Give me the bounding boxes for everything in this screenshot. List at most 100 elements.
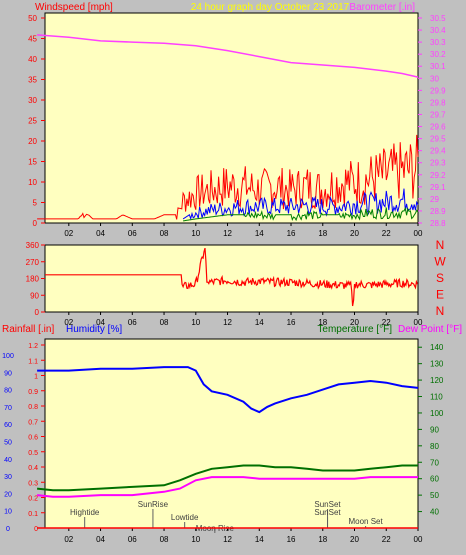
direction-tick-label: 90 bbox=[30, 291, 39, 300]
barometer-tick-label: 30.3 bbox=[430, 38, 446, 47]
direction-tick-label: 0 bbox=[35, 308, 40, 317]
x-tick-label: 00 bbox=[414, 229, 423, 238]
barometer-tick-label: 29.1 bbox=[430, 183, 446, 192]
barometer-label: Barometer [.in] bbox=[349, 2, 415, 13]
dewpoint-line bbox=[36, 476, 418, 498]
x-tick-label: 12 bbox=[223, 318, 232, 327]
temperature-tick-label: 40 bbox=[430, 508, 439, 517]
x-tick-label: 04 bbox=[96, 535, 105, 544]
rainfall-tick-label: 0.3 bbox=[28, 480, 38, 487]
rainfall-tick-label: 0.7 bbox=[28, 419, 38, 426]
wind-tick-label: 20 bbox=[28, 137, 37, 146]
x-tick-label: 16 bbox=[287, 229, 296, 238]
humidity-tick-label: 60 bbox=[4, 422, 12, 429]
rainfall-tick-label: 1.2 bbox=[28, 343, 38, 350]
wind-tick-label: 0 bbox=[33, 219, 38, 228]
humidity-tick-label: 20 bbox=[4, 491, 12, 498]
rainfall-tick-label: 0.6 bbox=[28, 435, 38, 442]
wind-plot-area bbox=[44, 12, 419, 224]
rainfall-tick-label: 1 bbox=[34, 374, 38, 381]
barometer-tick-label: 29.2 bbox=[430, 171, 446, 180]
x-tick-label: 16 bbox=[287, 318, 296, 327]
compass-label: S bbox=[436, 271, 444, 285]
wind-avg-line bbox=[182, 188, 419, 221]
barometer-tick-label: 28.9 bbox=[430, 207, 446, 216]
direction-tick-label: 270 bbox=[26, 258, 40, 267]
temperature-label: Temperature [°F] bbox=[317, 324, 392, 335]
temperature-tick-label: 110 bbox=[430, 393, 443, 402]
compass-label: N bbox=[436, 238, 445, 252]
barometer-tick-label: 29.5 bbox=[430, 135, 446, 144]
temperature-tick-label: 50 bbox=[430, 491, 439, 500]
humidity-tick-label: 30 bbox=[4, 474, 12, 481]
rainfall-tick-label: 0.1 bbox=[28, 511, 38, 518]
rainfall-tick-label: 0.2 bbox=[28, 496, 38, 503]
direction-tick-label: 360 bbox=[26, 241, 40, 250]
x-tick-label: 18 bbox=[318, 535, 327, 544]
barometer-tick-label: 30.4 bbox=[430, 26, 446, 35]
wind-tick-label: 35 bbox=[28, 76, 37, 85]
wind-tick-label: 30 bbox=[28, 96, 37, 105]
barometer-tick-label: 28.8 bbox=[430, 219, 446, 228]
wind-tick-label: 5 bbox=[33, 199, 38, 208]
wind-tick-label: 50 bbox=[28, 14, 37, 23]
temperature-tick-label: 120 bbox=[430, 376, 444, 385]
annotation-label: SunSet bbox=[314, 500, 341, 509]
barometer-tick-label: 30 bbox=[430, 74, 439, 83]
x-tick-label: 06 bbox=[128, 535, 137, 544]
x-tick-label: 10 bbox=[191, 229, 200, 238]
wind-direction-line bbox=[45, 247, 418, 307]
rainfall-tick-label: 0.5 bbox=[28, 450, 38, 457]
wind-tick-label: 15 bbox=[28, 158, 37, 167]
x-tick-label: 04 bbox=[96, 318, 105, 327]
humidity-line bbox=[37, 366, 419, 414]
x-tick-label: 06 bbox=[128, 229, 137, 238]
wind-tick-label: 45 bbox=[28, 35, 37, 44]
x-tick-label: 22 bbox=[382, 535, 391, 544]
annotation-label: Lowtide bbox=[171, 513, 199, 522]
barometer-tick-label: 29 bbox=[430, 195, 439, 204]
x-tick-label: 20 bbox=[350, 535, 359, 544]
rainfall-tick-label: 0.4 bbox=[28, 465, 38, 472]
x-tick-label: 08 bbox=[160, 229, 169, 238]
x-tick-label: 04 bbox=[96, 229, 105, 238]
barometer-line bbox=[37, 34, 419, 78]
wind-gust-line bbox=[37, 134, 419, 220]
rainfall-tick-label: 1.1 bbox=[28, 358, 38, 365]
x-tick-label: 08 bbox=[160, 535, 169, 544]
annotation-label: SunSet bbox=[314, 508, 341, 517]
temperature-tick-label: 130 bbox=[430, 360, 444, 369]
humidity-tick-label: 100 bbox=[2, 353, 14, 360]
barometer-tick-label: 30.1 bbox=[430, 62, 446, 71]
rainfall-label: Rainfall [.in] bbox=[2, 324, 54, 335]
compass-label: N bbox=[436, 304, 445, 318]
x-tick-label: 14 bbox=[255, 318, 264, 327]
x-tick-label: 06 bbox=[128, 318, 137, 327]
x-tick-label: 10 bbox=[191, 535, 200, 544]
humidity-tick-label: 90 bbox=[4, 370, 12, 377]
compass-label: W bbox=[434, 255, 446, 269]
x-tick-label: 10 bbox=[191, 318, 200, 327]
compass-label: E bbox=[436, 288, 444, 302]
x-tick-label: 20 bbox=[350, 229, 359, 238]
wind-low-line bbox=[183, 206, 419, 222]
wind-tick-label: 40 bbox=[28, 55, 37, 64]
wind-tick-label: 25 bbox=[28, 117, 37, 126]
x-tick-label: 16 bbox=[287, 535, 296, 544]
humidity-tick-label: 50 bbox=[4, 440, 12, 447]
x-tick-label: 14 bbox=[255, 229, 264, 238]
annotation-label: Moon Set bbox=[348, 517, 383, 526]
humidity-tick-label: 80 bbox=[4, 388, 12, 395]
barometer-tick-label: 29.4 bbox=[430, 147, 446, 156]
windspeed-label: Windspeed [mph] bbox=[35, 2, 113, 13]
barometer-tick-label: 30.5 bbox=[430, 14, 446, 23]
climate-plot-area bbox=[44, 338, 419, 529]
barometer-tick-label: 29.3 bbox=[430, 159, 446, 168]
humidity-tick-label: 10 bbox=[4, 509, 12, 516]
x-tick-label: 02 bbox=[64, 535, 73, 544]
temperature-tick-label: 60 bbox=[430, 475, 439, 484]
direction-tick-label: 180 bbox=[26, 275, 40, 284]
temperature-tick-label: 80 bbox=[430, 442, 439, 451]
